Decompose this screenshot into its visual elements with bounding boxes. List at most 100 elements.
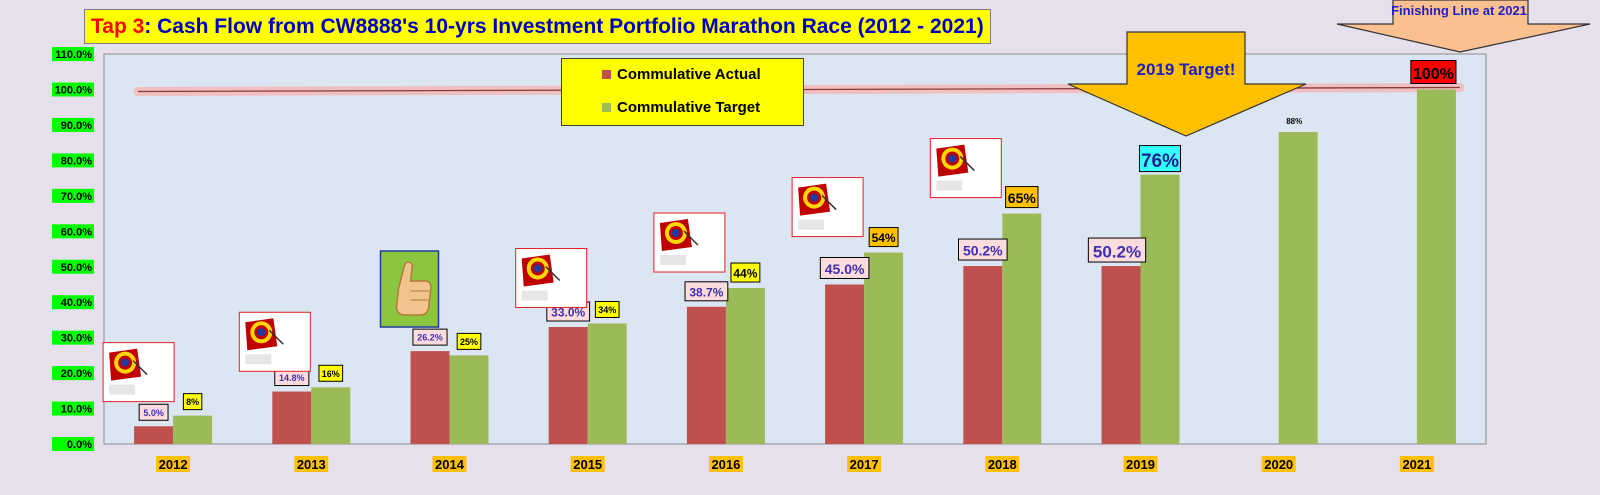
legend-swatch-actual (602, 70, 611, 79)
data-label-target-2014: 25% (460, 337, 478, 347)
y-tick-bg (52, 153, 94, 168)
x-tick-bg (1399, 456, 1434, 472)
data-label-actual-2017: 45.0% (825, 261, 865, 277)
bar-actual-2015 (548, 327, 588, 444)
chart-title: Tap 3: Cash Flow from CW8888's 10-yrs In… (84, 9, 991, 44)
bar-target-2014 (449, 355, 489, 444)
icon-base (659, 255, 686, 266)
data-label-actual-2019: 50.2% (1093, 243, 1141, 262)
data-label-actual-2016: 38.7% (689, 285, 723, 299)
y-tick-label: 80.0% (61, 155, 92, 167)
bar-target-2012 (173, 415, 213, 444)
x-tick-label: 2016 (711, 457, 740, 472)
legend-label-target: Commulative Target (617, 99, 761, 116)
data-label-target-2016-bg (730, 262, 761, 283)
bar-actual-2016 (686, 306, 726, 444)
data-label-target-2018-bg (1005, 186, 1039, 209)
x-tick-bg (847, 456, 882, 472)
data-label-target-2017: 54% (872, 231, 896, 245)
icon-base (109, 384, 136, 395)
y-tick-label: 10.0% (61, 404, 92, 416)
y-tick-label: 50.0% (61, 262, 92, 274)
x-tick-bg (1261, 456, 1296, 472)
finish-line-arrow (1336, 0, 1591, 53)
y-tick-bg (52, 117, 94, 132)
y-tick-bg (52, 82, 94, 97)
target-arrow-label: 2019 Target! (1136, 60, 1236, 79)
bar-actual-2012 (134, 426, 174, 444)
data-label-actual-2016-bg (684, 281, 729, 302)
data-label-target-2020: 88% (1286, 117, 1302, 126)
data-label-actual-2013: 14.8% (279, 373, 305, 383)
icon-dart (959, 156, 975, 172)
x-tick-label: 2012 (159, 457, 188, 472)
icon-bullseye (948, 154, 957, 163)
x-tick-bg (294, 456, 329, 472)
icon-dart (545, 265, 561, 282)
bar-target-2019 (1140, 174, 1180, 444)
legend-item-target: Commulative Target (602, 99, 760, 116)
icon-dart (683, 230, 699, 246)
x-tick-bg (985, 456, 1020, 472)
y-tick-bg (52, 295, 94, 310)
legend-label-actual: Commulative Actual (617, 66, 761, 83)
bar-target-2020 (1278, 132, 1318, 445)
target-icon (102, 342, 175, 403)
x-tick-label: 2017 (850, 457, 879, 472)
x-tick-label: 2018 (988, 457, 1017, 472)
target-icon (653, 212, 726, 273)
bar-actual-2019 (1101, 266, 1141, 444)
data-label-target-2012: 8% (186, 397, 199, 407)
icon-bullseye (671, 229, 680, 238)
bar-target-2015 (587, 323, 627, 444)
x-tick-bg (708, 456, 743, 472)
y-tick-bg (52, 401, 94, 416)
data-label-actual-2018-bg (958, 238, 1008, 261)
icon-base (798, 219, 825, 230)
y-tick-label: 70.0% (61, 191, 92, 203)
x-tick-label: 2021 (1402, 457, 1431, 472)
y-tick-label: 40.0% (61, 297, 92, 309)
target-icon (238, 311, 311, 372)
title-prefix: Tap 3 (91, 14, 145, 38)
bar-actual-2017 (825, 284, 865, 444)
y-tick-bg (52, 437, 94, 451)
icon-thumb (395, 261, 432, 316)
icon-bullseye (533, 264, 542, 273)
icon-dart (268, 329, 284, 345)
data-label-target-2019: 76% (1141, 151, 1179, 172)
y-tick-label: 60.0% (61, 226, 92, 238)
target-icon (791, 177, 864, 238)
icon-bullseye (257, 328, 266, 337)
icon-dart (821, 195, 837, 211)
data-label-target-2018: 65% (1008, 190, 1037, 206)
data-label-target-2014-bg (456, 332, 482, 350)
data-label-target-2021-bg (1410, 60, 1457, 84)
x-tick-label: 2019 (1126, 457, 1155, 472)
data-label-target-2015: 34% (598, 305, 616, 315)
data-label-target-2019-bg (1138, 145, 1182, 173)
icon-bullseye (810, 193, 819, 202)
bar-actual-2014 (410, 351, 450, 444)
data-label-target-2015-bg (594, 300, 620, 318)
data-label-actual-2017-bg (819, 256, 870, 279)
y-tick-label: 0.0% (67, 439, 92, 451)
data-label-actual-2014-bg (412, 328, 448, 346)
y-tick-label: 110.0% (55, 49, 92, 61)
y-tick-label: 100.0% (55, 85, 93, 97)
data-label-actual-2012-bg (138, 403, 169, 421)
x-tick-label: 2014 (435, 457, 465, 472)
y-tick-label: 20.0% (61, 368, 92, 380)
data-label-target-2012-bg (182, 393, 203, 411)
bar-actual-2013 (272, 391, 312, 444)
x-tick-label: 2013 (297, 457, 326, 472)
data-label-actual-2018: 50.2% (963, 243, 1003, 259)
icon-bullseye (121, 358, 130, 367)
bar-target-2016 (725, 288, 765, 444)
y-tick-label: 90.0% (61, 120, 92, 132)
data-label-target-2017-bg (868, 227, 899, 248)
y-tick-bg (52, 224, 94, 239)
data-label-target-2021: 100% (1413, 66, 1454, 83)
legend-swatch-target (602, 103, 611, 112)
x-tick-bg (156, 456, 191, 472)
